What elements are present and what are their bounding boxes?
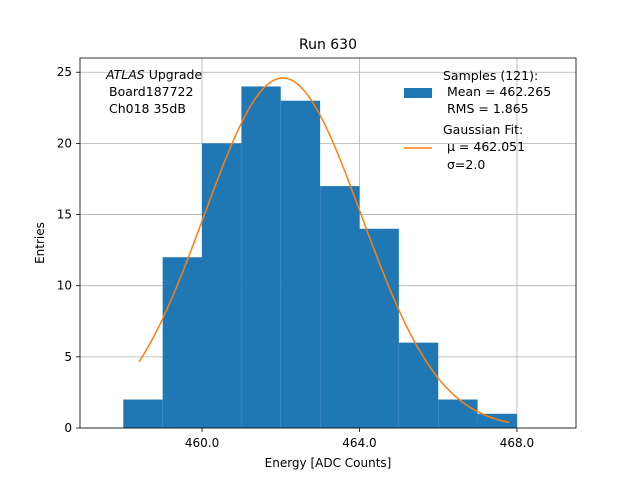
- gaussian-fit: [138, 77, 510, 424]
- y-tick-label-5: 25: [57, 65, 72, 79]
- histogram-bar-3: [241, 86, 281, 428]
- histogram-bar-0: [123, 399, 163, 428]
- histogram-bar-2: [202, 143, 242, 428]
- plot-area-frame: [79, 57, 577, 429]
- annotation-channel: Ch018 35dB: [109, 101, 186, 116]
- y-tick-label-4: 20: [57, 136, 72, 150]
- x-axis-label: Energy [ADC Counts]: [265, 456, 392, 470]
- upgrade-label: Upgrade: [145, 67, 203, 82]
- annotation-box: ATLAS Upgrade Board187722 Ch018 35dB: [105, 67, 202, 116]
- legend-fit-title: Gaussian Fit:: [443, 122, 523, 137]
- histogram-bar-5: [320, 186, 360, 428]
- legend-samples-swatch: [404, 88, 432, 98]
- histogram-bar-8: [438, 399, 478, 428]
- legend-samples-mean: Mean = 462.265: [447, 84, 551, 99]
- annotation-board: Board187722: [109, 84, 193, 99]
- chart-title: Run 630: [299, 37, 357, 53]
- histogram-bar-7: [398, 342, 439, 428]
- y-tick-label-1: 5: [64, 350, 72, 364]
- y-tick-label-3: 15: [57, 208, 72, 222]
- histogram-bar-1: [162, 257, 203, 428]
- histogram-bar-4: [280, 100, 321, 428]
- y-tick-label-2: 10: [57, 279, 72, 293]
- histogram-bar-9: [477, 413, 517, 428]
- axis-ticks: 460.0 464.0 468.0 0 5 10 15 20 25: [57, 65, 534, 450]
- legend-samples-rms: RMS = 1.865: [447, 101, 529, 116]
- x-tick-label-2: 468.0: [500, 436, 534, 450]
- legend-samples-title: Samples (121):: [443, 68, 538, 83]
- legend-fit-sigma: σ=2.0: [447, 157, 485, 172]
- annotation-line-1: ATLAS Upgrade: [105, 67, 202, 82]
- legend-fit-mu: μ = 462.051: [447, 139, 525, 154]
- histogram-bar-6: [359, 228, 399, 428]
- y-tick-label-0: 0: [64, 421, 72, 435]
- y-axis-label: Entries: [33, 222, 47, 264]
- x-tick-label-1: 464.0: [342, 436, 376, 450]
- experiment-label: ATLAS: [105, 67, 145, 82]
- x-tick-label-0: 460.0: [185, 436, 219, 450]
- gaussian-fit-curve: [138, 77, 510, 424]
- histogram-bars: [123, 86, 517, 428]
- legend: Samples (121): Mean = 462.265 RMS = 1.86…: [404, 68, 551, 172]
